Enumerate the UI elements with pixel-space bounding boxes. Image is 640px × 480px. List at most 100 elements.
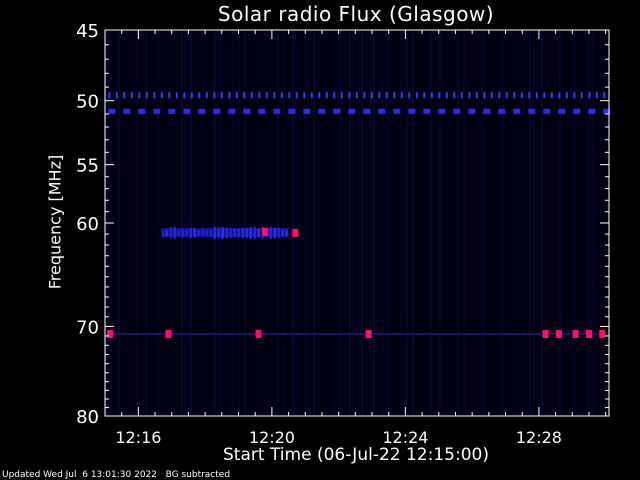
noise-stripe [457, 31, 459, 415]
updated-timestamp: Updated Wed Jul 6 13:01:30 2022 [2, 470, 158, 480]
band-dash [588, 108, 596, 114]
band-tick [588, 92, 591, 99]
band-dash [558, 108, 566, 114]
band-dash [153, 108, 161, 114]
noise-stripe [571, 31, 573, 415]
band-dash [363, 108, 371, 114]
noise-stripe [481, 31, 483, 415]
band-tick [580, 92, 583, 99]
band-tick [273, 92, 276, 99]
band-dash [168, 108, 176, 114]
band-tick [243, 92, 246, 99]
band-tick [558, 92, 561, 99]
burst-streak [249, 227, 252, 240]
hot-spot [555, 330, 562, 338]
band-tick [505, 92, 508, 99]
band-dash [123, 108, 131, 114]
chart-title: Solar radio Flux (Glasgow) [217, 2, 495, 26]
noise-stripe [370, 31, 372, 415]
band-tick [160, 92, 163, 99]
hot-spot [586, 330, 592, 338]
y-axis: 45 50 55 60 70 80 [76, 21, 609, 428]
band-dash [108, 108, 116, 114]
band-tick [565, 92, 568, 99]
y-tick-label: 45 [76, 21, 99, 42]
burst-streak [277, 227, 280, 239]
burst-streak [233, 228, 236, 238]
noise-stripe [358, 31, 360, 415]
band-dash [573, 108, 581, 114]
burst-streak [197, 230, 200, 236]
noise-stripe [244, 31, 246, 415]
burst-streak [205, 230, 208, 236]
burst-streak [169, 226, 172, 240]
emission-features [107, 92, 611, 338]
band-dash [423, 108, 431, 114]
band-tick [250, 92, 253, 99]
burst-streak [201, 229, 204, 237]
band-dash [468, 108, 476, 114]
noise-stripe [181, 31, 183, 415]
noise-stripe [229, 31, 231, 415]
band-dash [258, 108, 266, 114]
band-dash [348, 108, 356, 114]
band-tick [475, 92, 478, 99]
burst-streak [217, 227, 220, 239]
band-dash [393, 108, 401, 114]
noise-stripe [484, 31, 486, 415]
band-tick [318, 92, 321, 99]
noise-stripe [499, 31, 501, 415]
band-tick [295, 92, 298, 99]
noise-stripe [532, 31, 534, 415]
noise-stripe [298, 31, 300, 415]
noise-stripe [277, 31, 279, 415]
noise-stripe [502, 31, 504, 415]
band-tick [513, 92, 516, 99]
noise-stripe [529, 31, 531, 415]
band-dash [183, 108, 191, 114]
burst-streak [161, 228, 164, 238]
noise-stripe [337, 31, 339, 415]
noise-stripe [349, 31, 351, 415]
y-tick-label: 50 [76, 92, 99, 113]
heatmap-layer [106, 31, 594, 415]
band-tick [280, 92, 283, 99]
footer-status: Updated Wed Jul 6 13:01:30 2022 BG subtr… [2, 470, 230, 480]
x-tick-label: 12:24 [382, 428, 428, 447]
noise-stripe [295, 31, 297, 415]
band-tick [490, 92, 493, 99]
noise-stripe [187, 31, 189, 415]
band-tick [108, 92, 111, 99]
burst-band [161, 227, 289, 237]
noise-stripe [574, 31, 576, 415]
band-tick [153, 92, 156, 99]
noise-stripe [313, 31, 315, 415]
hot-spot [262, 227, 269, 236]
band-tick [528, 92, 531, 99]
noise-stripe [217, 31, 219, 415]
band-dash [543, 108, 551, 114]
band-tick [595, 92, 598, 99]
noise-stripe [430, 31, 432, 415]
noise-stripe [523, 31, 525, 415]
band-dash [453, 108, 461, 114]
band-dash [228, 108, 236, 114]
band-tick [603, 92, 606, 99]
noise-stripe [220, 31, 222, 415]
noise-stripe [145, 31, 147, 415]
noise-stripe [406, 31, 408, 415]
noise-stripe [592, 31, 594, 415]
noise-stripe [541, 31, 543, 415]
x-tick-label: 12:16 [115, 428, 161, 447]
band-tick [445, 92, 448, 99]
band-dash [438, 108, 446, 114]
band-dash [138, 108, 146, 114]
band-tick [498, 92, 501, 99]
band-dash [483, 108, 491, 114]
band-tick [453, 92, 456, 99]
burst-streak [253, 226, 256, 240]
band-tick [333, 92, 336, 99]
band-tick [520, 92, 523, 99]
band-dash [408, 108, 416, 114]
